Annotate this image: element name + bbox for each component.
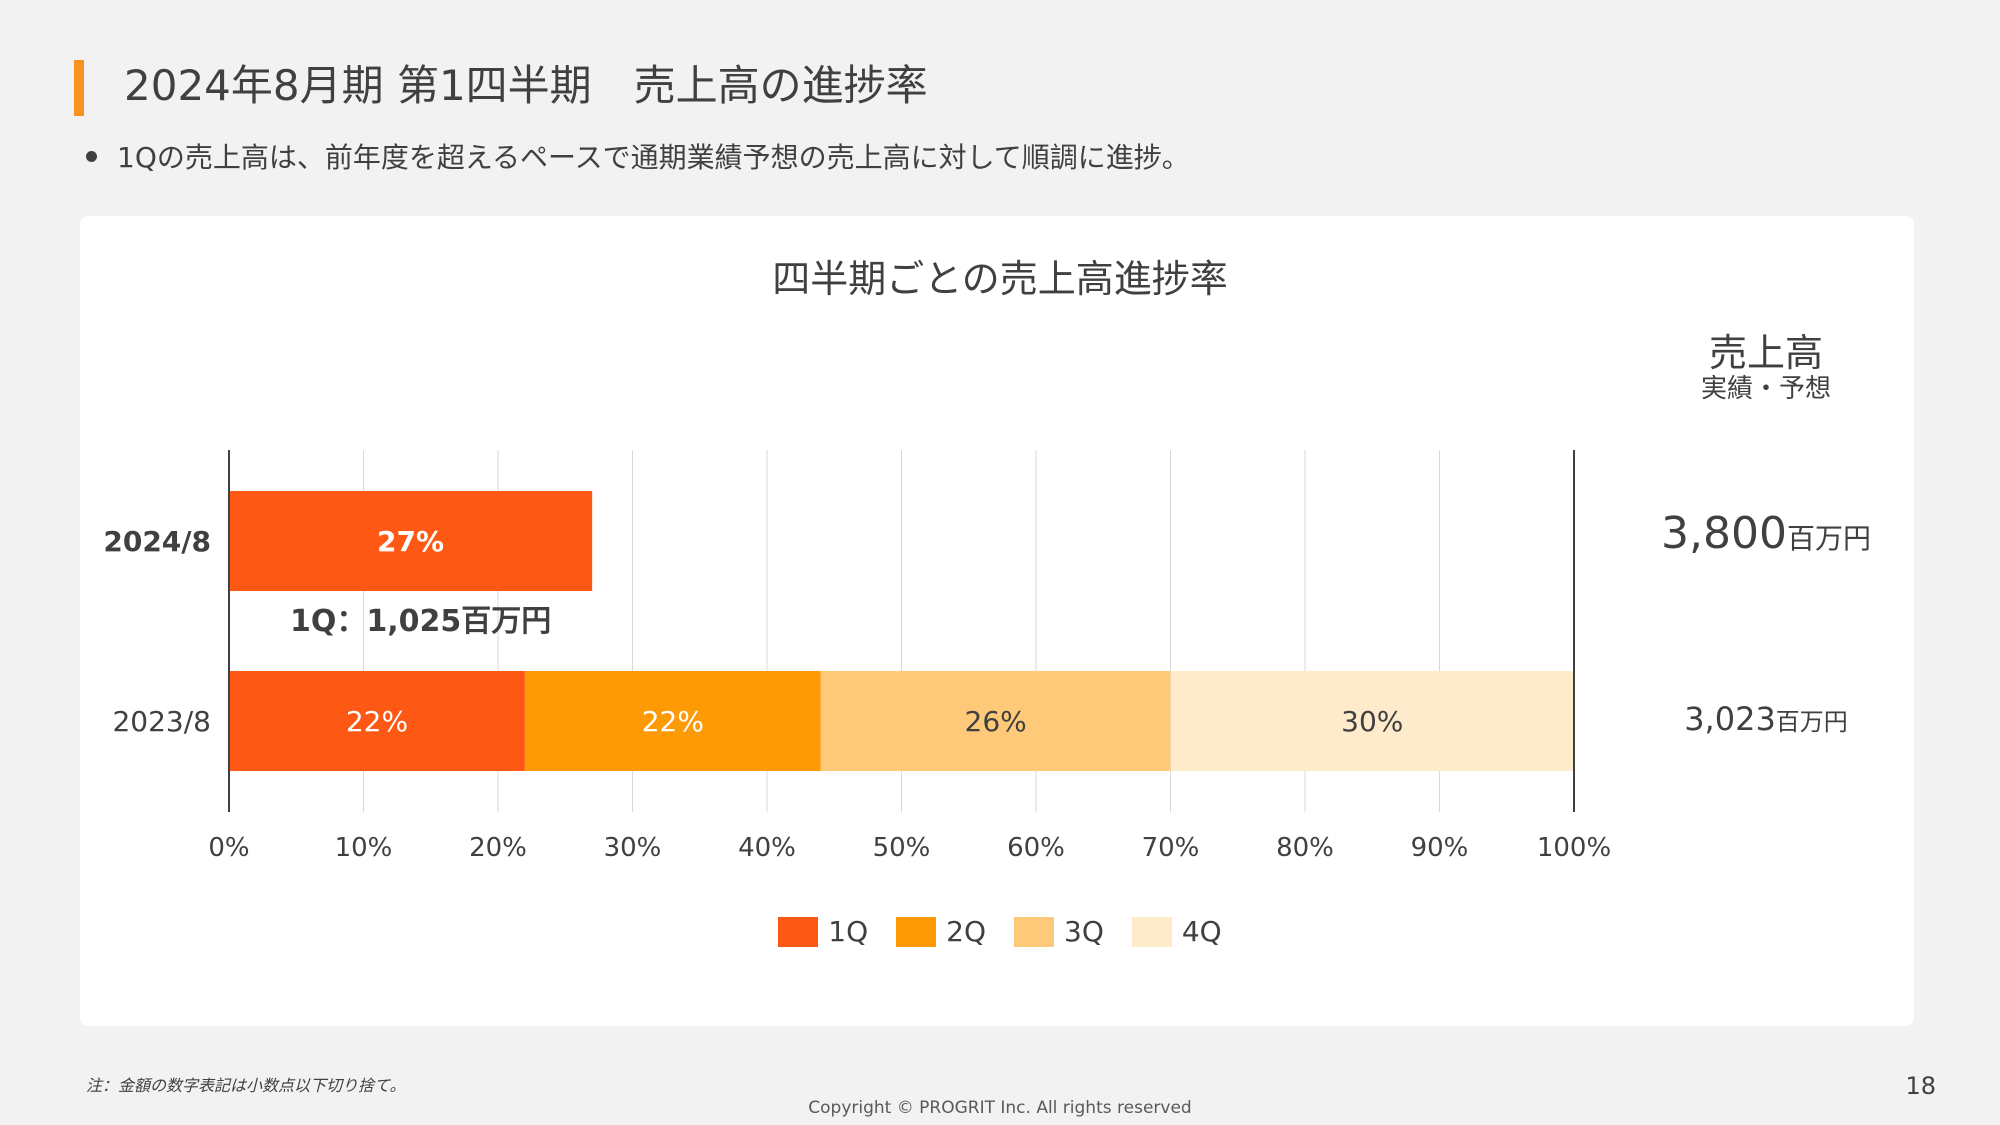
legend-swatch — [1131, 916, 1172, 947]
category-label: 2023/8 — [112, 705, 211, 738]
summary-bullet: 1Qの売上高は、前年度を超えるペースで通期業績予想の売上高に対して順調に進捗。 — [86, 136, 1190, 176]
legend-item: 4Q — [1131, 915, 1222, 948]
sales-value-unit: 百万円 — [1775, 708, 1848, 736]
sales-value-2023: 3,023百万円 — [1616, 700, 1916, 738]
sales-value-unit: 百万円 — [1786, 522, 1871, 555]
chart-legend: 1Q 2Q 3Q 4Q — [0, 915, 2000, 948]
x-tick-label: 60% — [1007, 833, 1065, 863]
chart-title: 四半期ごとの売上高進捗率 — [772, 257, 1228, 301]
legend-swatch — [1014, 916, 1054, 947]
x-tick-label: 100% — [1537, 833, 1611, 863]
data-label: 30% — [1341, 705, 1403, 738]
x-tick-label: 20% — [469, 833, 527, 863]
x-tick-label: 10% — [335, 833, 393, 863]
sales-value-2024: 3,800百万円 — [1616, 508, 1916, 559]
x-tick-label: 40% — [738, 833, 796, 863]
bar-segment-1q — [229, 671, 525, 771]
category-label: 2024/8 — [103, 525, 211, 558]
copyright: Copyright © PROGRIT Inc. All rights rese… — [808, 1098, 1192, 1118]
sales-value-number: 3,800 — [1661, 508, 1787, 559]
q1-sales-annotation: 1Q：1,025百万円 — [290, 604, 552, 639]
page-title: 2024年8月期 第1四半期 売上高の進捗率 — [124, 61, 928, 110]
legend-swatch — [778, 916, 819, 947]
data-label: 26% — [965, 705, 1027, 738]
x-tick-label: 70% — [1142, 833, 1200, 863]
legend-item: 3Q — [1014, 915, 1104, 948]
bar-segment-2q — [524, 671, 821, 771]
legend-item: 1Q — [778, 915, 868, 948]
legend-label: 1Q — [828, 915, 869, 948]
x-tick-label: 80% — [1276, 833, 1334, 863]
x-tick-label: 50% — [873, 833, 931, 863]
legend-label: 3Q — [1064, 915, 1104, 948]
bar-segment-1q — [229, 491, 593, 591]
x-tick-label: 90% — [1411, 833, 1469, 863]
sales-value-number: 3,023 — [1684, 700, 1776, 738]
data-label: 22% — [346, 705, 408, 738]
x-tick-label: 30% — [604, 833, 662, 863]
sales-panel-heading: 売上高 — [1708, 331, 1823, 375]
bar-segment-4q — [1170, 671, 1574, 771]
data-label: 22% — [642, 705, 704, 738]
legend-swatch — [896, 916, 937, 947]
chart-card — [80, 216, 1914, 1026]
data-label: 27% — [377, 525, 444, 558]
bar-segment-3q — [820, 671, 1171, 771]
bullet-dot-icon — [86, 150, 97, 162]
title-accent-bar — [74, 60, 84, 116]
x-tick-label: 0% — [208, 833, 249, 863]
legend-label: 2Q — [946, 915, 986, 948]
legend-item: 2Q — [896, 915, 986, 948]
sales-panel-subheading: 実績・予想 — [1700, 374, 1831, 404]
summary-text: 1Qの売上高は、前年度を超えるペースで通期業績予想の売上高に対して順調に進捗。 — [117, 141, 1190, 174]
footnote: 注：金額の数字表記は小数点以下切り捨て。 — [86, 1076, 406, 1095]
legend-label: 4Q — [1181, 915, 1222, 948]
page-number: 18 — [1905, 1072, 1936, 1100]
